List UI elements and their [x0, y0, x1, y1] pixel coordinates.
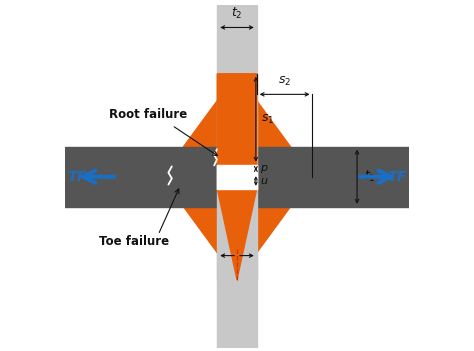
Polygon shape	[217, 189, 257, 280]
Text: Toe failure: Toe failure	[99, 236, 169, 249]
Polygon shape	[237, 177, 312, 280]
Text: $\bfit{TF}$: $\bfit{TF}$	[387, 170, 408, 184]
Text: $g$: $g$	[232, 266, 242, 280]
Text: $t_1$: $t_1$	[364, 169, 375, 184]
Bar	[217, 165, 257, 189]
Polygon shape	[162, 177, 237, 280]
Bar	[65, 147, 217, 207]
Text: $\bfit{TF}$: $\bfit{TF}$	[67, 170, 88, 184]
Text: $t_2$: $t_2$	[231, 6, 243, 21]
Bar	[257, 147, 409, 207]
Text: $s_1$: $s_1$	[261, 113, 274, 126]
Bar	[217, 74, 257, 280]
Polygon shape	[217, 74, 257, 165]
Text: $s_2$: $s_2$	[278, 75, 291, 88]
Text: $u$: $u$	[260, 176, 269, 186]
Text: $p$: $p$	[260, 163, 269, 175]
Polygon shape	[162, 74, 237, 177]
Polygon shape	[217, 74, 257, 165]
Bar	[217, 5, 257, 348]
Bar	[217, 165, 257, 189]
Text: Root failure: Root failure	[109, 108, 187, 121]
Polygon shape	[237, 74, 312, 177]
